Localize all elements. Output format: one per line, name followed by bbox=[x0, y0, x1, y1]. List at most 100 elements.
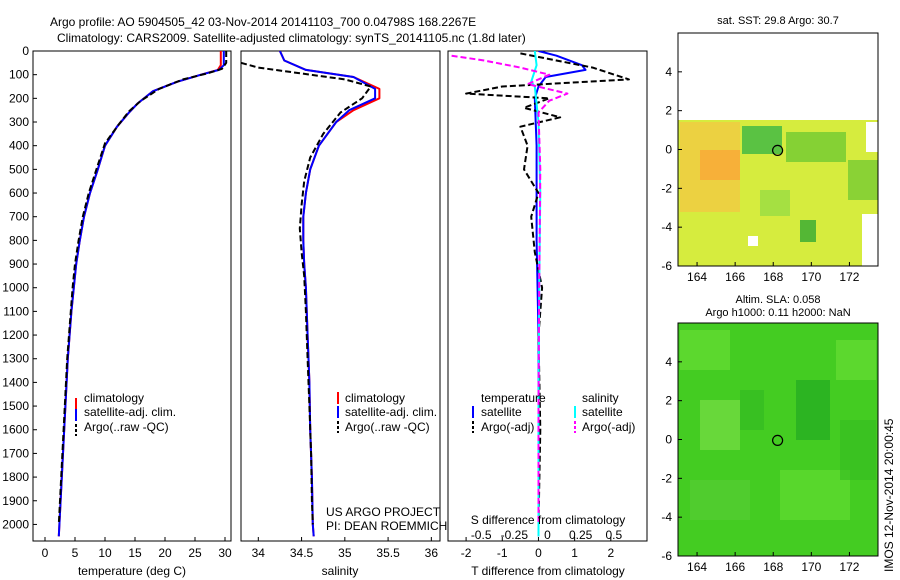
sla-high-patch bbox=[836, 340, 876, 380]
sla-high-patch bbox=[780, 470, 850, 520]
temperature-legend: climatology satellite-adj. clim. Argo(..… bbox=[75, 391, 176, 436]
map-x-tick-label: 166 bbox=[725, 560, 745, 574]
x-tick-label: 34.5 bbox=[290, 546, 314, 560]
legend-label-s-satellite: satellite bbox=[582, 405, 623, 419]
map-y-tick-label: 4 bbox=[665, 355, 672, 369]
series-line-t-argo-adj bbox=[465, 52, 630, 525]
legend-label-s-argo: Argo(-adj) bbox=[582, 420, 635, 434]
legend-label-satellite: satellite-adj. clim. bbox=[345, 405, 437, 419]
map-x-tick-label: 164 bbox=[687, 270, 707, 284]
temperature-panel: 0 5 10 15 20 25 30 0 100 200 300 400 500 600 700 800 90… bbox=[2, 44, 452, 578]
series-line-satellite-adj-clim bbox=[278, 51, 377, 537]
top-tick-label: -0.5 bbox=[471, 528, 492, 542]
legend-header-salinity: salinity bbox=[582, 391, 619, 405]
depth-tick-label: 1600 bbox=[2, 423, 29, 437]
map-y-tick-label: 0 bbox=[665, 433, 672, 447]
depth-tick-label: 500 bbox=[9, 162, 29, 176]
temperature-ticks: 0 5 10 15 20 25 30 bbox=[42, 537, 232, 560]
map-x-tick-label: 168 bbox=[763, 560, 783, 574]
map-x-tick-label: 170 bbox=[801, 560, 821, 574]
sst-cool-patch bbox=[786, 132, 846, 162]
legend-label-t-satellite: satellite bbox=[481, 405, 522, 419]
sla-field bbox=[680, 330, 876, 520]
salinity-legend: climatology satellite-adj. clim. Argo(..… bbox=[337, 391, 437, 434]
sst-map-title: sat. SST: 29.8 Argo: 30.7 bbox=[717, 15, 839, 27]
sst-warm-patch bbox=[700, 150, 740, 180]
top-tick-label: 0 bbox=[544, 528, 551, 542]
depth-tick-label: 1200 bbox=[2, 328, 29, 342]
depth-ticks: 0 100 200 300 400 500 600 700 800 900 1000 1100 1200… bbox=[2, 44, 452, 531]
series-line-t-satellite bbox=[533, 51, 587, 537]
x-tick-label: 34 bbox=[252, 546, 266, 560]
x-tick-label: 30 bbox=[218, 546, 232, 560]
depth-tick-label: 700 bbox=[9, 210, 29, 224]
depth-tick-label: 1400 bbox=[2, 375, 29, 389]
salinity-panel: 34 34.5 35 35.5 36 salinity climatology sate… bbox=[240, 50, 447, 578]
map-y-tick-label: -2 bbox=[661, 471, 672, 485]
x-tick-label: -2 bbox=[461, 546, 472, 560]
legend-label-argo: Argo(..raw -QC) bbox=[345, 420, 430, 434]
difference-top-ticks: -0.5 -0.25 0 0.25 0.5 bbox=[471, 528, 623, 542]
depth-tick-label: 800 bbox=[9, 233, 29, 247]
depth-tick-label: 1900 bbox=[2, 494, 29, 508]
series-line-argo-raw-qc bbox=[241, 61, 372, 525]
series-line-argo-raw-qc bbox=[57, 51, 228, 525]
x-tick-label: 10 bbox=[98, 546, 112, 560]
difference-xlabel: T difference from climatology bbox=[471, 564, 625, 578]
depth-tick-label: 200 bbox=[9, 91, 29, 105]
x-tick-label: 2 bbox=[607, 546, 614, 560]
sst-map-panel: sat. SST: 29.8 Argo: 30.7 164 166 168 170 17… bbox=[661, 15, 879, 284]
legend-label-t-argo: Argo(-adj) bbox=[481, 420, 534, 434]
sst-missing-patch bbox=[866, 122, 878, 152]
top-tick-label: -0.25 bbox=[501, 528, 529, 542]
depth-tick-label: 0 bbox=[22, 44, 29, 58]
top-tick-label: 0.25 bbox=[569, 528, 593, 542]
depth-tick-label: 2000 bbox=[2, 517, 29, 531]
legend-label-climatology: climatology bbox=[84, 391, 144, 405]
sst-map-ticks: 164 166 168 170 172 -6 -4 -2 0 2 4 bbox=[661, 65, 859, 284]
sla-map-subtitle: Argo h1000: 0.11 h2000: NaN bbox=[705, 307, 850, 319]
map-y-tick-label: 2 bbox=[665, 104, 672, 118]
map-y-tick-label: -4 bbox=[661, 510, 672, 524]
sla-map-ticks: 164 166 168 170 172 -6 -4 -2 0 2 4 bbox=[661, 355, 859, 574]
sst-cool-patch bbox=[848, 160, 878, 200]
sst-missing-patch bbox=[862, 214, 878, 266]
sla-high-patch bbox=[690, 480, 750, 520]
salinity-axes-frame bbox=[240, 50, 441, 542]
map-y-tick-label: 4 bbox=[665, 65, 672, 79]
sla-map-panel: Altim. SLA: 0.058 Argo h1000: 0.11 h2000… bbox=[661, 294, 879, 574]
header-line1: Argo profile: AO 5904505_42 03-Nov-2014 … bbox=[50, 15, 476, 29]
difference-series bbox=[451, 51, 630, 537]
map-x-tick-label: 172 bbox=[839, 270, 859, 284]
salinity-xlabel: salinity bbox=[322, 564, 359, 578]
x-tick-label: 1 bbox=[571, 546, 578, 560]
map-x-tick-label: 172 bbox=[839, 560, 859, 574]
depth-tick-label: 1700 bbox=[2, 446, 29, 460]
x-tick-label: 35 bbox=[338, 546, 352, 560]
difference-axes-frame bbox=[447, 50, 648, 542]
depth-tick-label: 100 bbox=[9, 68, 29, 82]
project-line2: PI: DEAN ROEMMICH bbox=[326, 519, 447, 533]
depth-tick-label: 600 bbox=[9, 186, 29, 200]
x-tick-label: -1 bbox=[497, 546, 508, 560]
sst-cool-patch bbox=[800, 220, 816, 242]
temperature-series bbox=[57, 51, 228, 537]
top-tick-label: 0.5 bbox=[605, 528, 622, 542]
depth-tick-label: 1800 bbox=[2, 470, 29, 484]
sla-low-patch bbox=[840, 420, 876, 480]
x-tick-label: 25 bbox=[188, 546, 202, 560]
map-x-tick-label: 164 bbox=[687, 560, 707, 574]
depth-tick-label: 1500 bbox=[2, 399, 29, 413]
header-line2: Climatology: CARS2009. Satellite-adjuste… bbox=[57, 31, 526, 45]
x-tick-label: 0 bbox=[535, 546, 542, 560]
legend-label-argo: Argo(..raw -QC) bbox=[84, 420, 169, 434]
legend-header-temperature: temperature bbox=[481, 391, 546, 405]
sla-argo-location-marker bbox=[771, 434, 784, 446]
imos-timestamp-label: IMOS 12-Nov-2014 20:00:45 bbox=[882, 418, 896, 572]
map-x-tick-label: 168 bbox=[763, 270, 783, 284]
sla-low-patch bbox=[796, 380, 830, 440]
map-x-tick-label: 170 bbox=[801, 270, 821, 284]
sla-low-patch bbox=[740, 390, 764, 430]
map-y-tick-label: 0 bbox=[665, 143, 672, 157]
difference-top-title: S difference from climatology bbox=[471, 513, 626, 527]
